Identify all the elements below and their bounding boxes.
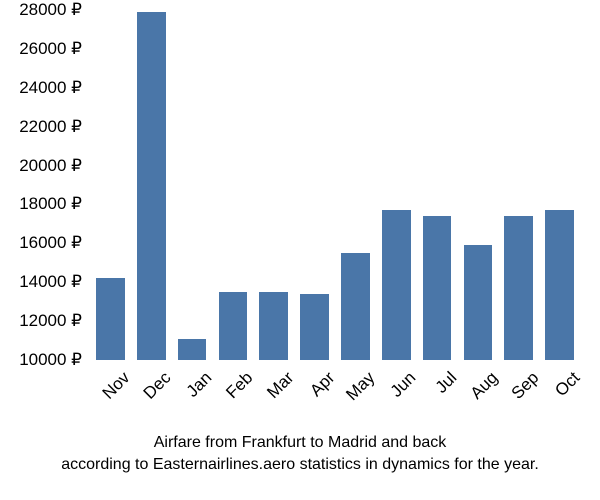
x-tick-label: Aug: [467, 368, 503, 404]
y-tick-label: 16000 ₽: [19, 233, 82, 253]
bar-slot: [131, 10, 172, 360]
bar-slot: [212, 10, 253, 360]
bar-slot: [294, 10, 335, 360]
bar-slot: [172, 10, 213, 360]
y-tick-label: 22000 ₽: [19, 117, 82, 137]
y-axis: 10000 ₽12000 ₽14000 ₽16000 ₽18000 ₽20000…: [0, 10, 90, 360]
bar-slot: [253, 10, 294, 360]
x-tick-label: Apr: [306, 368, 339, 401]
y-tick-label: 28000 ₽: [19, 0, 82, 20]
airfare-bar-chart: 10000 ₽ 12000 ₽ 14000 ₽ 16000 ₽ 18000 ₽ 20000…: [0, 0, 600, 500]
bar-jul: [423, 216, 452, 360]
x-tick-label: May: [343, 368, 380, 405]
y-tick-label: 24000 ₽: [19, 78, 82, 98]
bar-dec: [137, 12, 166, 360]
bar-slot: [457, 10, 498, 360]
chart-caption-line2: according to Easternairlines.aero statis…: [0, 454, 600, 476]
x-tick-label: Sep: [507, 368, 543, 404]
bar-feb: [219, 292, 248, 360]
x-tick-label: Mar: [263, 368, 298, 403]
y-tick-label: 18000 ₽: [19, 194, 82, 214]
y-tick-label: 10000 ₽: [19, 350, 82, 370]
bar-slot: [376, 10, 417, 360]
bar-jan: [178, 339, 207, 360]
bar-sep: [504, 216, 533, 360]
bar-slot: [539, 10, 580, 360]
bar-jun: [382, 210, 411, 360]
plot-area: [90, 10, 580, 360]
bar-may: [341, 253, 370, 360]
y-tick-label: 14000 ₽: [19, 272, 82, 292]
chart-caption-line1: Airfare from Frankfurt to Madrid and bac…: [0, 432, 600, 454]
x-axis: NovDecJanFebMarAprMayJunJulAugSepOct: [90, 360, 580, 420]
x-tick-label: Oct: [551, 368, 584, 401]
x-tick-label: Feb: [222, 368, 257, 403]
x-tick-label: Jan: [183, 368, 217, 402]
bars-container: [90, 10, 580, 360]
x-tick-label: Jun: [387, 368, 421, 402]
bar-nov: [96, 278, 125, 360]
y-tick-label: 12000 ₽: [19, 311, 82, 331]
bar-slot: [417, 10, 458, 360]
bar-slot: [498, 10, 539, 360]
x-tick-label: Jul: [432, 368, 462, 398]
bar-slot: [335, 10, 376, 360]
bar-slot: [90, 10, 131, 360]
y-tick-label: 26000 ₽: [19, 39, 82, 59]
bar-oct: [545, 210, 574, 360]
bar-apr: [300, 294, 329, 360]
x-tick-label: Dec: [140, 368, 176, 404]
bar-mar: [259, 292, 288, 360]
x-tick-label: Nov: [99, 368, 135, 404]
y-tick-label: 20000 ₽: [19, 156, 82, 176]
bar-aug: [464, 245, 493, 360]
